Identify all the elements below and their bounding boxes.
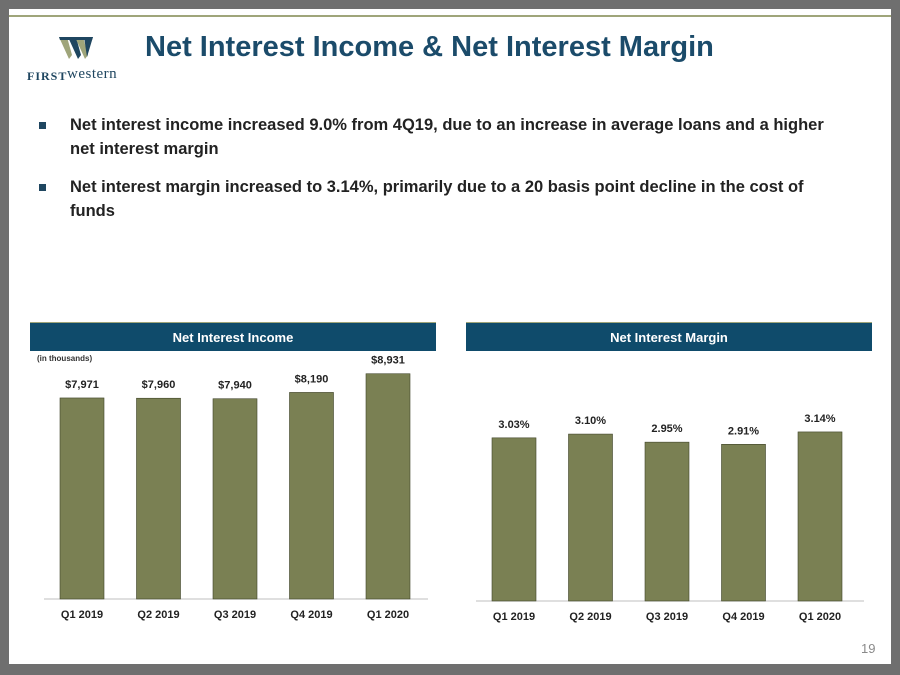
category-label: Q2 2019: [569, 611, 611, 623]
w-logo-icon: [59, 37, 93, 59]
category-label: Q3 2019: [646, 611, 688, 623]
data-label: $7,960: [142, 379, 176, 391]
category-label: Q1 2020: [799, 611, 841, 623]
bar: [136, 397, 181, 600]
logo-text-western: western: [67, 66, 118, 82]
bar: [289, 392, 334, 600]
bar: [721, 444, 766, 602]
net-interest-margin-header: Net Interest Margin: [466, 322, 872, 351]
bullet-text: Net interest income increased 9.0% from …: [70, 116, 824, 158]
bar: [644, 441, 690, 602]
category-label: Q2 2019: [137, 609, 179, 621]
data-label: 3.14%: [804, 413, 835, 425]
data-label: 2.91%: [728, 425, 759, 437]
category-label: Q1 2019: [61, 609, 103, 621]
bar: [365, 373, 411, 600]
data-label: $7,971: [65, 379, 99, 391]
category-label: Q3 2019: [214, 609, 256, 621]
bar: [491, 437, 537, 602]
data-label: 3.03%: [498, 419, 529, 431]
data-label: $8,931: [371, 355, 405, 367]
company-logo: FIRST western: [25, 35, 137, 87]
page-title: Net Interest Income & Net Interest Margi…: [145, 31, 714, 63]
bar: [797, 431, 843, 602]
data-label: 2.95%: [651, 423, 682, 435]
category-label: Q4 2019: [290, 609, 332, 621]
bar: [59, 397, 105, 600]
data-label: $7,940: [218, 380, 252, 392]
bar: [568, 433, 613, 602]
net-interest-income-header: Net Interest Income: [30, 322, 436, 351]
logo-text-first: FIRST: [27, 69, 68, 83]
data-label: $8,190: [295, 373, 329, 385]
data-label: 3.10%: [575, 415, 606, 427]
bullet-square-icon: [39, 122, 46, 129]
bullet-item: Net interest income increased 9.0% from …: [39, 113, 824, 163]
category-label: Q1 2019: [493, 611, 535, 623]
units-note: (in thousands): [37, 354, 93, 363]
net-interest-income-chart: $7,971 Q1 2019 $7,960 Q2 2019 $7,940 Q3 2019 $…: [44, 355, 428, 621]
slide: FIRST western Net Interest Income & Net …: [9, 9, 891, 664]
bullet-item: Net interest margin increased to 3.14%, …: [39, 175, 819, 225]
page-number: 19: [861, 641, 876, 656]
category-label: Q4 2019: [722, 611, 764, 623]
net-interest-margin-chart: 3.03% Q1 2019 3.10% Q2 2019 2.95% Q3 2019 2.91…: [476, 413, 864, 623]
bullet-square-icon: [39, 184, 46, 191]
top-divider: [9, 15, 891, 17]
category-label: Q1 2020: [367, 609, 409, 621]
bar: [212, 398, 258, 600]
bullet-text: Net interest margin increased to 3.14%, …: [70, 178, 804, 220]
